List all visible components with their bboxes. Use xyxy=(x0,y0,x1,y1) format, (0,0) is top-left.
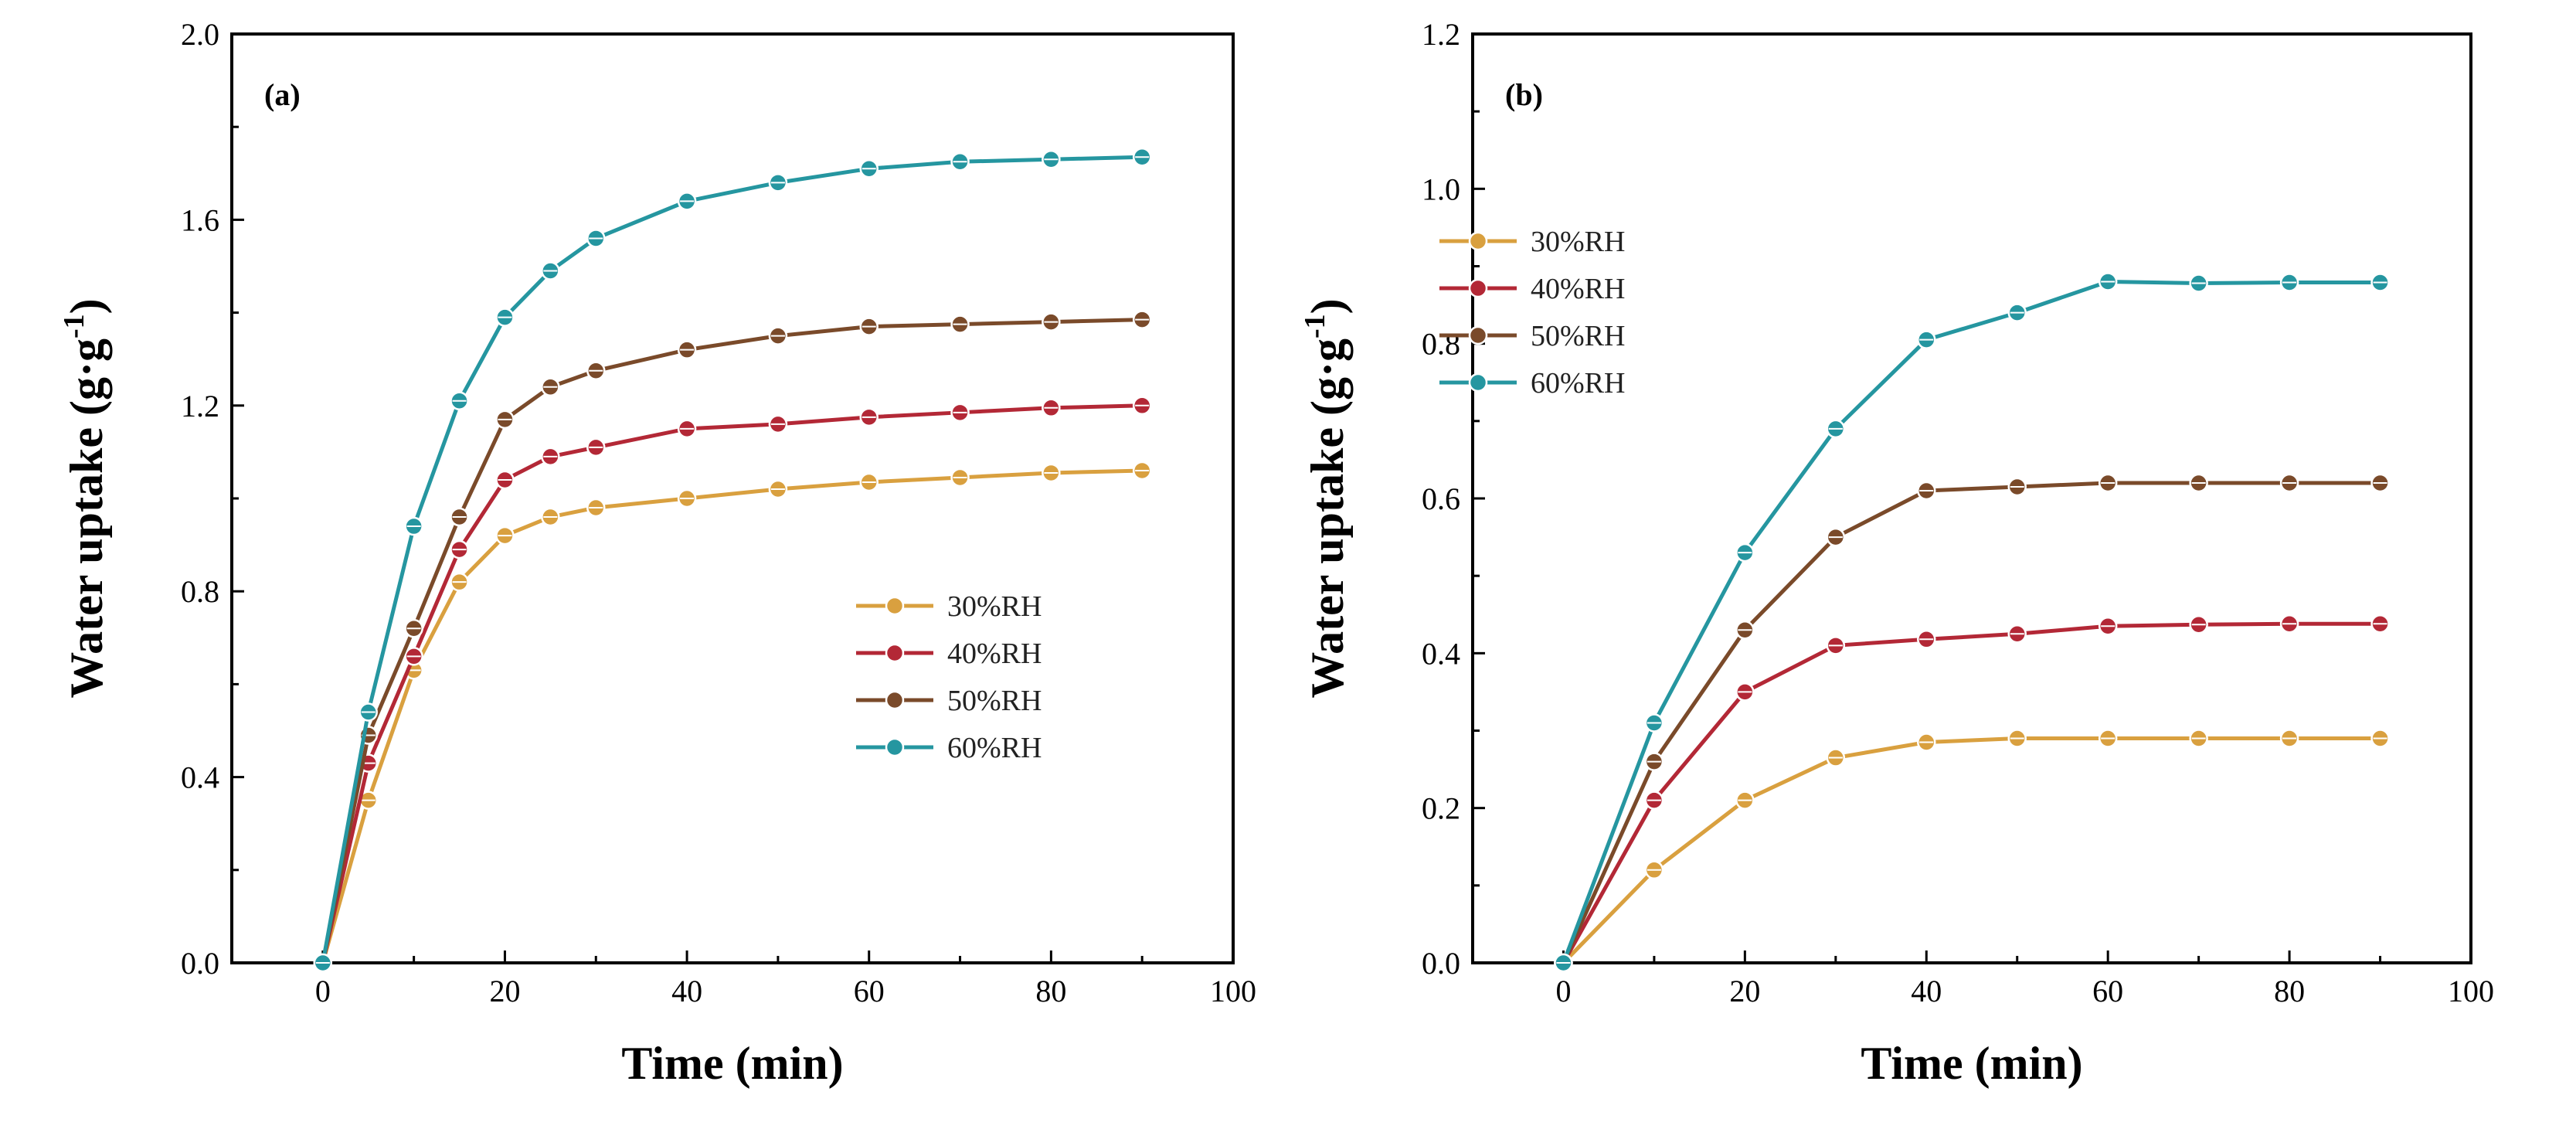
y-tick-label: 0.6 xyxy=(1422,481,1460,516)
legend-label: 60%RH xyxy=(947,732,1042,764)
legend: 30%RH 40%RH 50%RH 60%RH xyxy=(856,590,1042,764)
x-tick-label: 80 xyxy=(1035,974,1066,1008)
legend-swatch-marker xyxy=(1468,325,1488,345)
y-tick-label: 1.6 xyxy=(181,202,219,237)
legend-swatch-marker xyxy=(1468,372,1488,393)
x-tick-label: 40 xyxy=(671,974,702,1008)
y-tick-label: 0.4 xyxy=(1422,636,1460,671)
y-tick-label: 0.0 xyxy=(181,946,219,981)
x-tick-label: 0 xyxy=(1555,974,1571,1008)
series-line-60pctrh xyxy=(321,155,1143,964)
y-axis-title-close: ) xyxy=(61,298,112,314)
x-tick-label: 0 xyxy=(315,974,331,1008)
x-axis-title: Time (min) xyxy=(1861,1038,2082,1089)
series-line-30pctrh xyxy=(1562,736,2381,964)
y-tick-label: 0.2 xyxy=(1422,791,1460,826)
chart-panel-a: 0 20 40 60 80 100 0.0 0.4 0.8 1.2 1.6 2.0 (a) Time (m… xyxy=(58,17,1256,1089)
x-tick-label: 20 xyxy=(489,974,520,1008)
legend-swatch-marker xyxy=(885,596,905,616)
x-axis-title: Time (min) xyxy=(621,1038,843,1089)
x-tick-label: 80 xyxy=(2274,974,2305,1008)
legend-swatch-marker xyxy=(885,737,905,757)
legend-swatch-marker xyxy=(885,690,905,710)
legend-label: 40%RH xyxy=(1531,273,1625,305)
y-tick-label: 0.8 xyxy=(1422,327,1460,362)
y-axis-title-sup: -1 xyxy=(1299,314,1331,338)
y-axis-title-main: Water uptake (g·g xyxy=(1302,338,1353,699)
y-tick-label: 2.0 xyxy=(181,17,219,52)
panel-label: (a) xyxy=(264,77,301,112)
y-tick-label: 1.0 xyxy=(1422,172,1460,206)
panel-label: (b) xyxy=(1505,77,1543,112)
y-tick-label: 0.4 xyxy=(181,760,219,795)
plot-frame xyxy=(230,32,1235,964)
x-tick-label: 60 xyxy=(2092,974,2123,1008)
legend-label: 30%RH xyxy=(1531,226,1625,258)
series-line-60pctrh xyxy=(1562,280,2381,964)
y-axis-title-main: Water uptake (g·g xyxy=(61,338,112,699)
x-tick-label: 40 xyxy=(1911,974,1942,1008)
y-axis-title: Water uptake (g·g-1) xyxy=(1299,298,1353,698)
legend: 30%RH 40%RH 50%RH 60%RH xyxy=(1439,226,1625,400)
legend-swatch-marker xyxy=(1468,278,1488,298)
legend-swatch-marker xyxy=(1468,231,1488,251)
chart-panel-b: 0 20 40 60 80 100 0.0 0.2 0.4 0.6 0.8 1.0 1.2 (b) Time… xyxy=(1299,17,2494,1089)
y-axis-title-close: ) xyxy=(1302,298,1353,314)
y-tick-label: 1.2 xyxy=(181,389,219,423)
plot-frame xyxy=(1471,32,2472,964)
legend-label: 40%RH xyxy=(947,638,1042,670)
legend-label: 30%RH xyxy=(947,590,1042,623)
y-tick-label: 1.2 xyxy=(1422,17,1460,52)
y-axis-title-sup: -1 xyxy=(58,314,90,338)
x-tick-label: 20 xyxy=(1729,974,1760,1008)
x-tick-label: 100 xyxy=(2448,974,2494,1008)
y-tick-label: 0.8 xyxy=(181,574,219,609)
legend-swatch-marker xyxy=(885,643,905,663)
x-tick-label: 100 xyxy=(1210,974,1256,1008)
y-tick-label: 0.0 xyxy=(1422,946,1460,981)
legend-label: 50%RH xyxy=(1531,320,1625,352)
x-tick-label: 60 xyxy=(854,974,885,1008)
series-line-40pctrh xyxy=(1562,621,2381,964)
legend-label: 60%RH xyxy=(1531,367,1625,400)
series-line-50pctrh xyxy=(1562,481,2381,964)
legend-label: 50%RH xyxy=(947,685,1042,717)
y-axis-title: Water uptake (g·g-1) xyxy=(58,298,112,698)
